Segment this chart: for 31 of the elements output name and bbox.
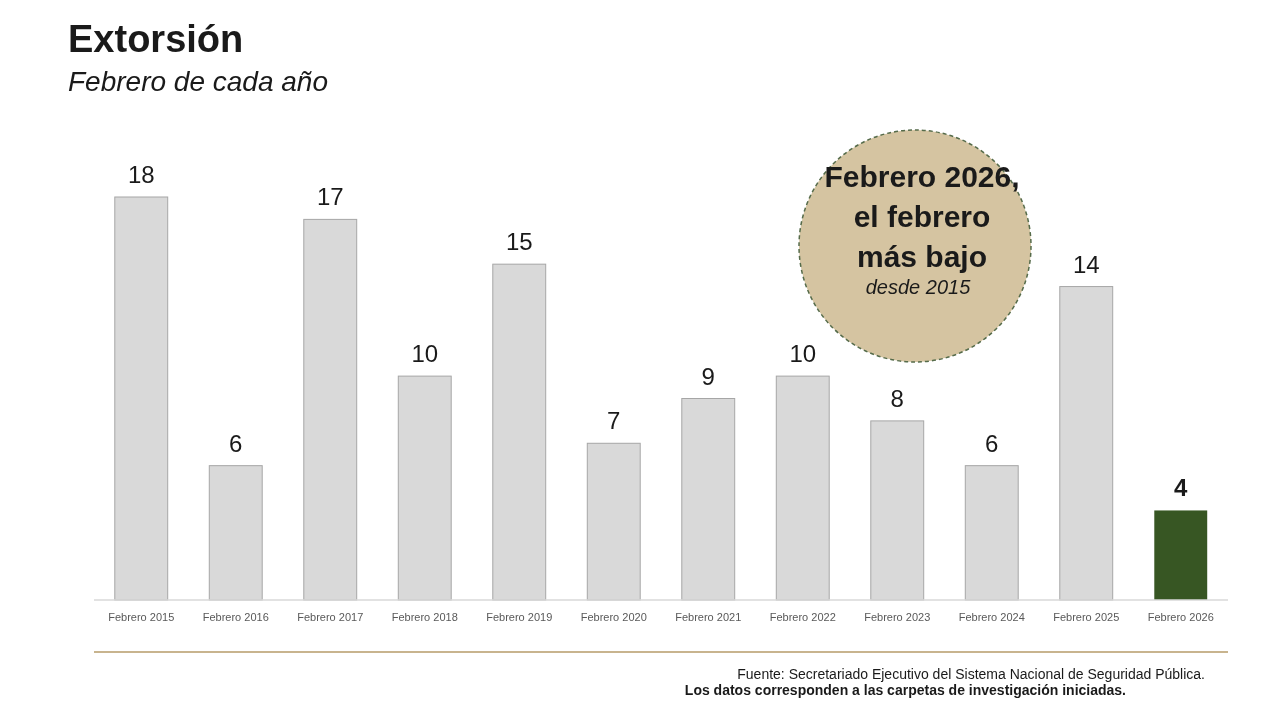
data-label: 15: [505, 228, 533, 256]
x-tick-label: Febrero 2021: [675, 611, 742, 623]
x-tick-label: Febrero 2023: [864, 611, 931, 623]
data-label: 14: [1072, 250, 1100, 278]
source-note: Fuente: Secretariado Ejecutivo del Sistema Nacional de Seguridad Pública.: [737, 666, 1205, 682]
chart-subtitle: Febrero de cada año: [68, 66, 328, 97]
data-label: 10: [789, 340, 817, 368]
x-tick-label: Febrero 2019: [486, 611, 553, 623]
x-tick-label: Febrero 2025: [1053, 611, 1120, 623]
x-tick-label: Febrero 2022: [769, 611, 836, 623]
text: Los datos corresponden a las carpetas de investigación iniciadas.: [684, 682, 1126, 698]
bar: [1154, 510, 1208, 600]
data-label: 18: [127, 161, 155, 188]
data-label: 6: [985, 429, 999, 457]
data-label: 6: [229, 429, 243, 457]
x-tick-label: Febrero 2024: [958, 611, 1025, 623]
annotation: desde 2015: [865, 276, 972, 298]
x-tick-label: Febrero 2017: [297, 611, 364, 623]
data-label: 8: [890, 384, 904, 412]
annotation: Febrero 2026, el febrero más bajo: [824, 160, 1020, 273]
x-tick-label: Febrero 2020: [580, 611, 647, 623]
x-tick-label: Febrero 2015: [108, 611, 175, 623]
chart-title: Extorsión: [68, 18, 244, 60]
x-tick-label: Febrero 2016: [202, 611, 269, 623]
x-tick-label: Febrero 2018: [391, 611, 458, 623]
data-label: 7: [607, 407, 621, 435]
data-label: 10: [411, 340, 439, 368]
data-label: 9: [701, 362, 715, 390]
data-label: 17: [316, 183, 344, 211]
data-label: 4: [1174, 474, 1189, 502]
x-tick-label: Febrero 2026: [1147, 611, 1214, 623]
